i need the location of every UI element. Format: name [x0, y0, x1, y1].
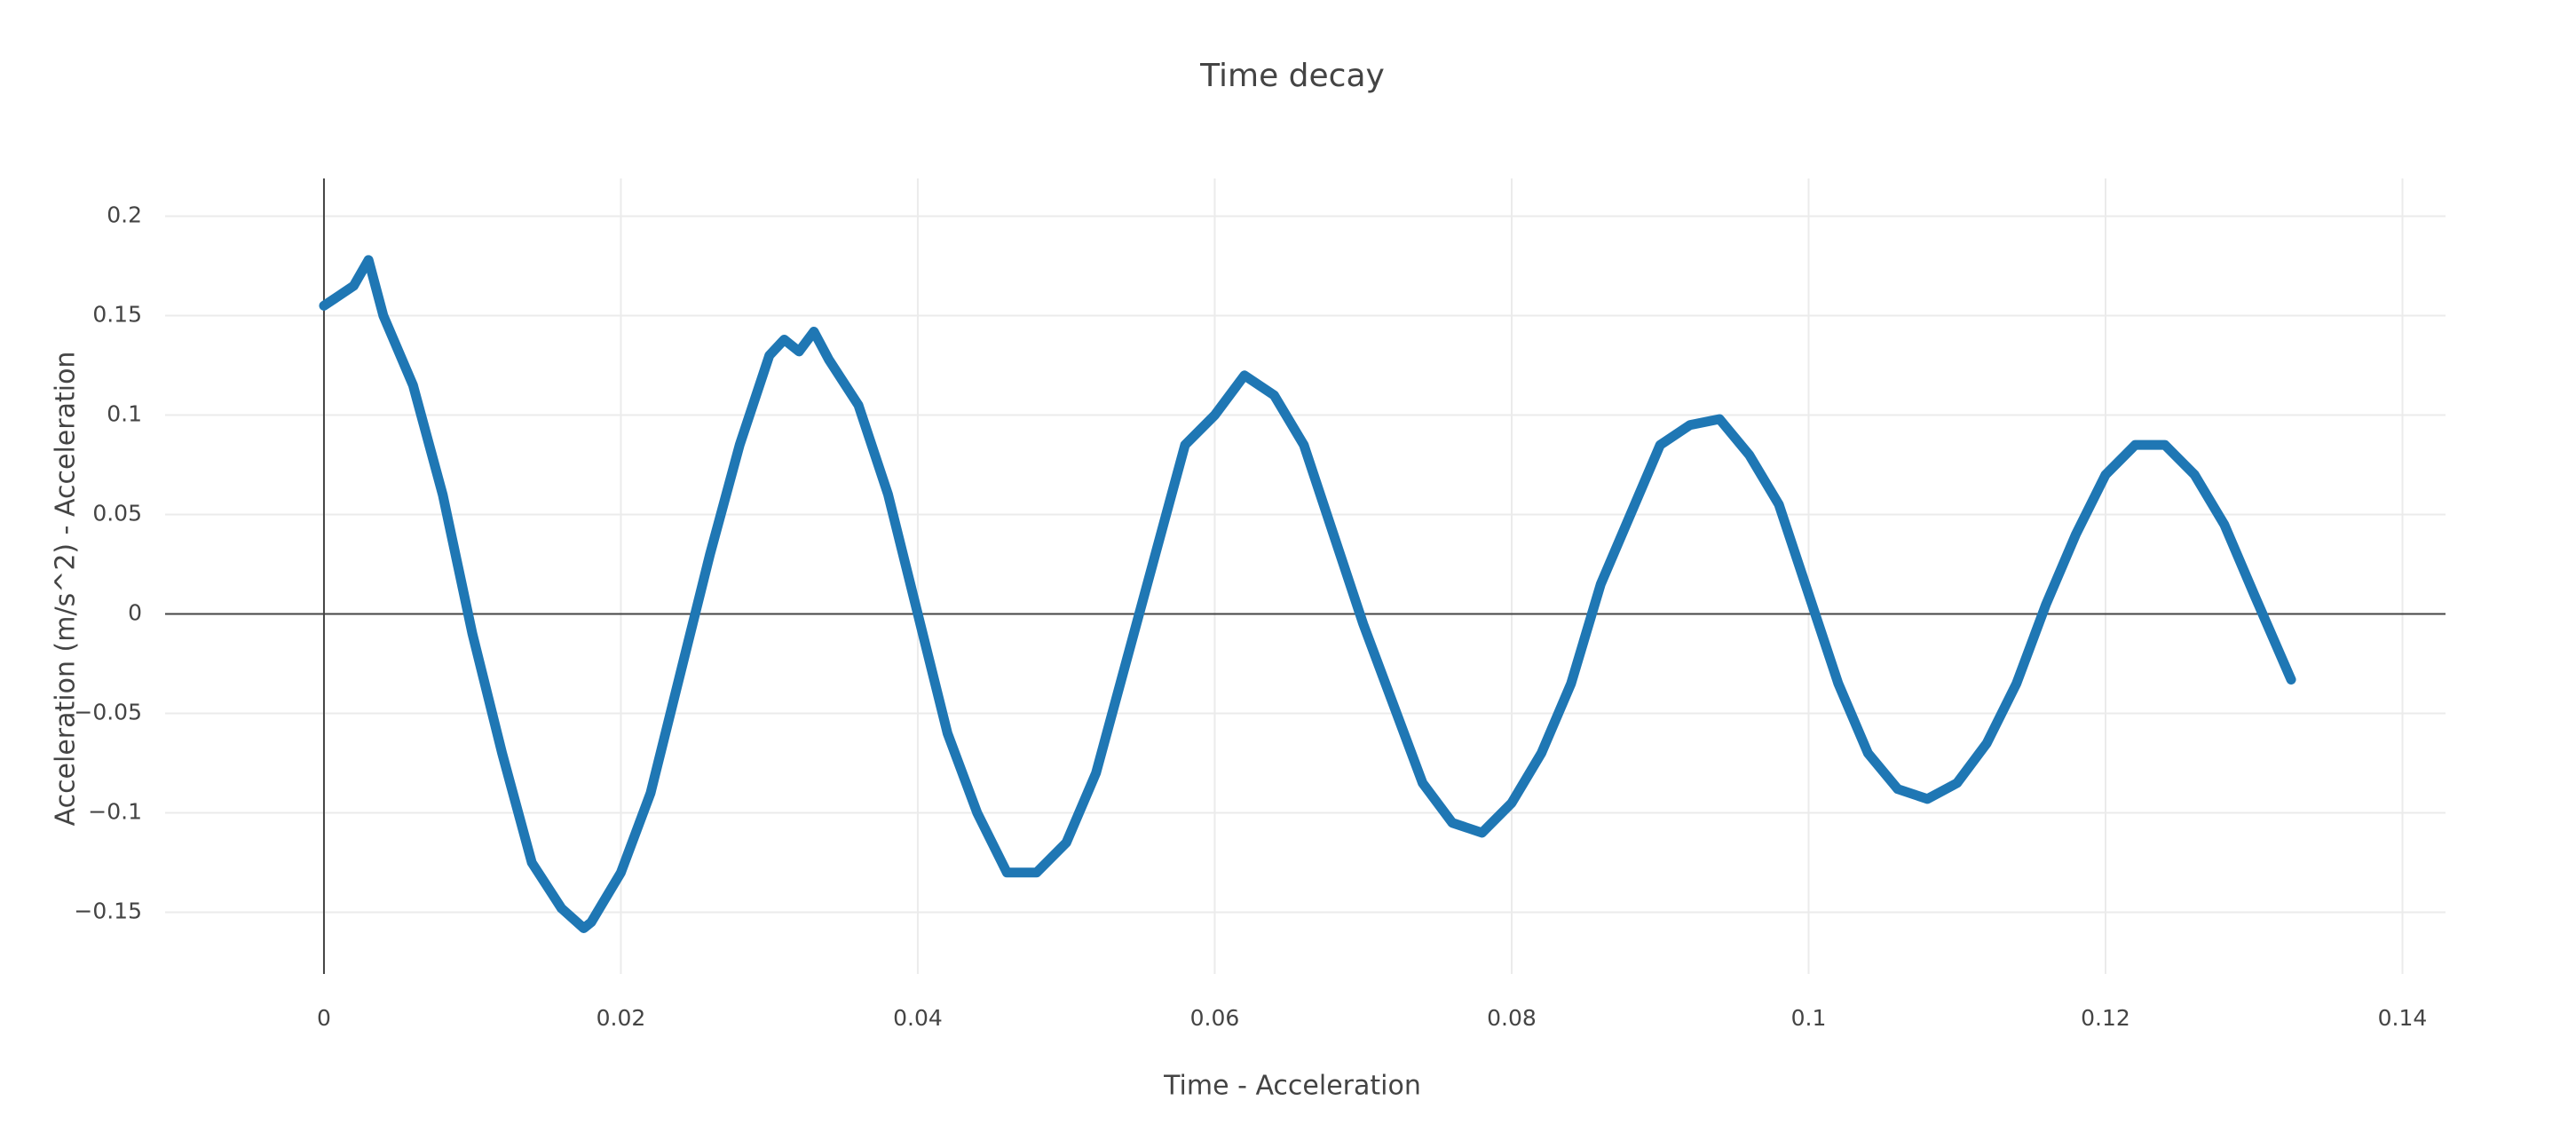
data-line [319, 255, 2296, 933]
y-tick-label: −0.15 [74, 899, 142, 924]
x-tick-label: 0.06 [1190, 1005, 1240, 1031]
x-tick-label: 0.1 [1791, 1005, 1827, 1031]
y-tick-label: −0.05 [74, 700, 142, 725]
y-tick-label: 0.1 [107, 401, 142, 427]
x-tick-label: 0.14 [2378, 1005, 2428, 1031]
x-tick-label: 0 [317, 1005, 331, 1031]
x-tick-label: 0.04 [893, 1005, 943, 1031]
y-tick-label: 0.2 [107, 202, 142, 228]
y-tick-label: 0.05 [92, 501, 142, 526]
x-tick-label: 0.12 [2081, 1005, 2130, 1031]
x-axis-title: Time - Acceleration [1163, 1071, 1421, 1102]
x-tick-label: 0.02 [597, 1005, 646, 1031]
y-tick-label: 0.15 [92, 302, 142, 328]
y-axis-title: Acceleration (m/s^2) - Acceleration [51, 352, 82, 827]
y-tick-label: −0.1 [88, 799, 142, 825]
chart-title: Time decay [1199, 58, 1385, 94]
y-tick-label: 0 [128, 600, 142, 626]
x-tick-label: 0.08 [1487, 1005, 1537, 1031]
